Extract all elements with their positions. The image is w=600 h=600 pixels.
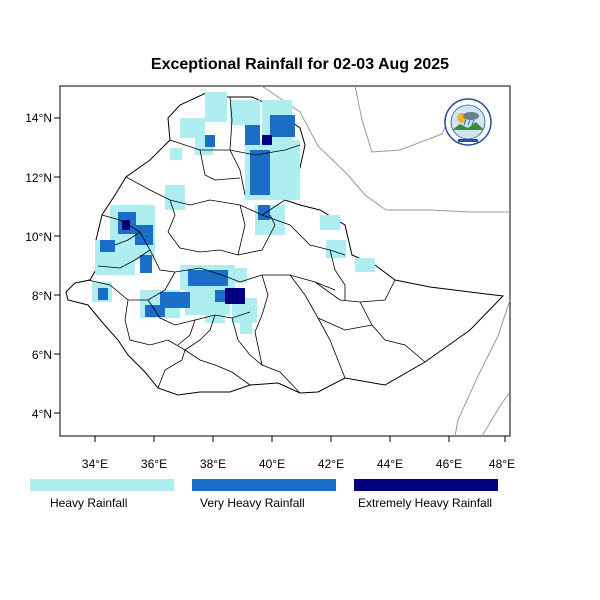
rainfall-cell: [160, 292, 190, 308]
rainfall-cell: [205, 305, 225, 323]
lat-tick-label: 4°N: [32, 407, 52, 421]
rainfall-cell: [258, 205, 270, 220]
rainfall-cell: [170, 148, 182, 160]
rainfall-cell: [100, 240, 115, 252]
legend-swatch-very-heavy: [192, 479, 336, 491]
rainfall-cells: [92, 92, 375, 334]
rainfall-cell: [355, 258, 375, 272]
lat-tick-label: 8°N: [32, 289, 52, 303]
lon-tick-label: 38°E: [200, 457, 226, 471]
lon-tick-label: 46°E: [436, 457, 462, 471]
axis-ticks: [54, 117, 506, 442]
admin-borders: [87, 96, 426, 394]
rainfall-cell: [235, 268, 247, 283]
rainfall-cell: [240, 322, 252, 334]
legend-label-very-heavy: Very Heavy Rainfall: [200, 496, 305, 510]
lat-tick-label: 10°N: [25, 230, 52, 244]
plot-frame: [59, 85, 511, 437]
rainfall-cell: [270, 115, 295, 137]
lat-tick-labels: 14°N 12°N 10°N 8°N 6°N 4°N: [25, 111, 52, 421]
rainfall-cell: [180, 118, 205, 138]
rainfall-cell: [225, 288, 245, 304]
lon-tick-label: 34°E: [82, 457, 108, 471]
rainfall-cell: [140, 255, 152, 273]
lon-tick-label: 42°E: [318, 457, 344, 471]
rainfall-cell: [250, 150, 270, 195]
rainfall-cell: [188, 270, 228, 286]
rainfall-cell: [230, 100, 260, 125]
rainfall-cell: [165, 185, 185, 210]
rainfall-cell: [122, 220, 130, 230]
rainfall-cell: [135, 205, 145, 215]
lon-tick-label: 36°E: [141, 457, 167, 471]
legend-label-heavy: Heavy Rainfall: [50, 496, 128, 510]
rainfall-cell: [320, 215, 340, 230]
legend-swatch-heavy: [30, 479, 174, 491]
lon-tick-label: 44°E: [377, 457, 403, 471]
lat-tick-label: 12°N: [25, 171, 52, 185]
lon-tick-label: 48°E: [489, 457, 515, 471]
map-title: Exceptional Rainfall for 02-03 Aug 2025: [150, 56, 450, 73]
rainfall-cell: [262, 135, 272, 145]
lon-tick-label: 40°E: [259, 457, 285, 471]
lat-tick-label: 6°N: [32, 348, 52, 362]
meteorology-agency-logo-icon: [444, 98, 492, 146]
rainfall-cell: [135, 225, 153, 245]
lon-tick-labels: 34°E 36°E 38°E 40°E 42°E 44°E 46°E 48°E: [82, 457, 515, 471]
rainfall-cell: [245, 125, 260, 145]
rainfall-cell: [205, 135, 215, 147]
rainfall-cell: [98, 288, 108, 300]
rainfall-cell: [205, 92, 227, 122]
neighbor-borders: [261, 85, 511, 437]
lat-tick-label: 14°N: [25, 111, 52, 125]
rainfall-cell: [326, 240, 346, 258]
legend-swatch-extreme: [354, 479, 498, 491]
legend-label-extreme: Extremely Heavy Rainfall: [358, 496, 493, 510]
